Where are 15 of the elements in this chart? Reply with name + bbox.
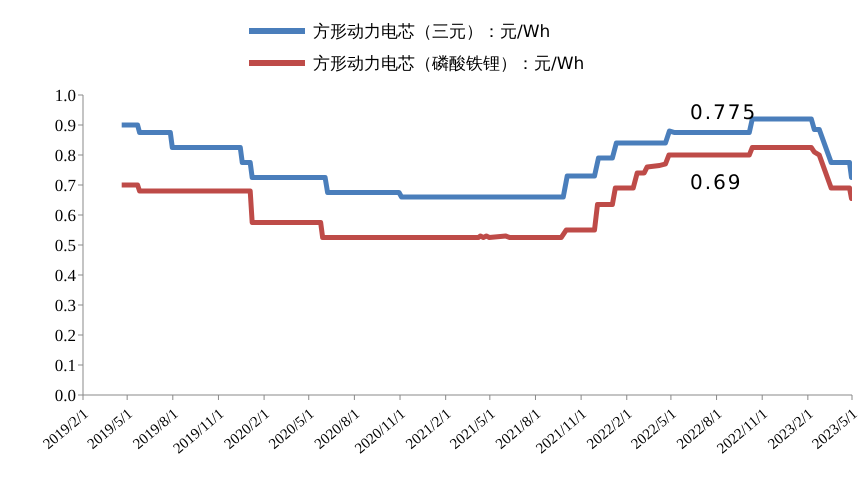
y-tick-label: 0.3: [54, 296, 76, 316]
y-tick-label: 0.0: [54, 386, 76, 406]
y-tick-label: 0.1: [54, 356, 76, 376]
y-tick-label: 0.6: [54, 206, 76, 226]
y-tick-label: 0.4: [54, 266, 76, 286]
y-tick-label: 0.5: [54, 236, 76, 256]
annotation: 0.69: [690, 170, 743, 194]
annotation: 0.775: [690, 100, 758, 124]
legend-label: 方形动力电芯（磷酸铁锂）：元/Wh: [313, 52, 584, 74]
legend-label: 方形动力电芯（三元）：元/Wh: [313, 20, 550, 42]
y-tick-label: 0.8: [54, 146, 76, 166]
y-tick-label: 0.9: [54, 116, 76, 136]
y-tick-label: 0.7: [54, 176, 76, 196]
y-tick-label: 0.2: [54, 326, 76, 346]
y-tick-label: 1.0: [54, 86, 76, 106]
